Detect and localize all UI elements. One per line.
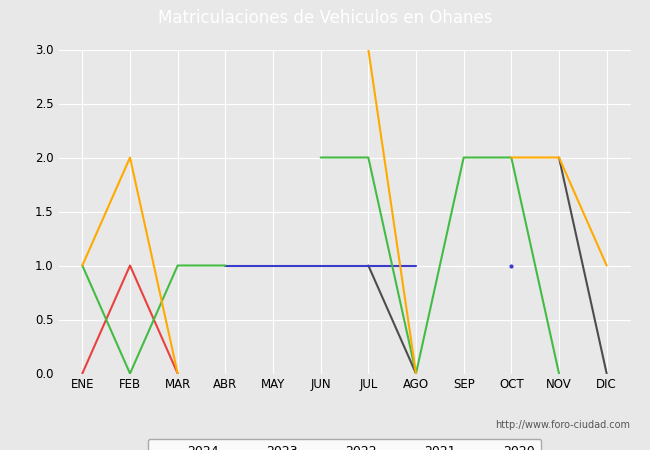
Legend: 2024, 2023, 2022, 2021, 2020: 2024, 2023, 2022, 2021, 2020: [148, 439, 541, 450]
Text: Matriculaciones de Vehiculos en Ohanes: Matriculaciones de Vehiculos en Ohanes: [158, 9, 492, 27]
Text: http://www.foro-ciudad.com: http://www.foro-ciudad.com: [495, 420, 630, 430]
